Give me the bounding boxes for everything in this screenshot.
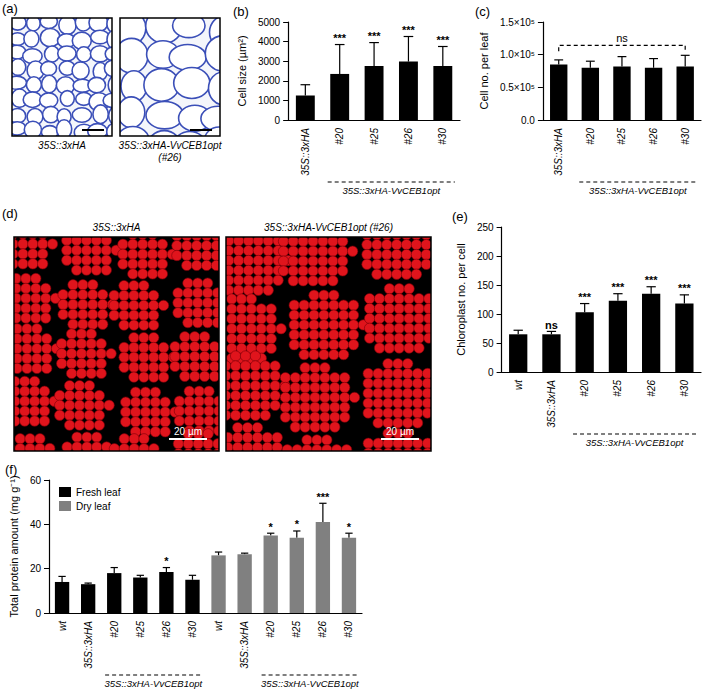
svg-text:1000: 1000 xyxy=(258,95,281,106)
svg-text:35S::3xHA: 35S::3xHA xyxy=(553,128,564,176)
svg-text:***: *** xyxy=(402,24,416,36)
html-text:35S::3xHA-VvCEB1opt (#26): 35S::3xHA-VvCEB1opt (#26) xyxy=(264,222,393,233)
svg-text:ns: ns xyxy=(545,319,558,331)
svg-text:0: 0 xyxy=(35,608,41,619)
svg-text:***: *** xyxy=(368,30,382,42)
svg-text:#25: #25 xyxy=(612,380,623,397)
svg-text:#25: #25 xyxy=(135,621,146,638)
svg-text:0: 0 xyxy=(275,115,281,126)
svg-text:*: * xyxy=(269,521,274,533)
svg-text:35S::3xHA-VvCEB1opt: 35S::3xHA-VvCEB1opt xyxy=(105,678,203,689)
svg-text:200: 200 xyxy=(477,251,494,262)
svg-text:*: * xyxy=(347,521,352,533)
svg-text:***: *** xyxy=(436,34,450,46)
svg-text:#20: #20 xyxy=(585,128,596,145)
svg-text:***: *** xyxy=(578,291,592,303)
svg-text:(d): (d) xyxy=(2,206,18,221)
svg-text:#26: #26 xyxy=(403,128,414,145)
svg-text:0: 0 xyxy=(488,367,494,378)
svg-text:#25: #25 xyxy=(616,128,627,145)
svg-text:#30: #30 xyxy=(187,621,198,638)
svg-text:#25: #25 xyxy=(369,128,380,145)
svg-text:0.5×10⁵: 0.5×10⁵ xyxy=(500,82,535,93)
html-text:35S::3xHA: 35S::3xHA xyxy=(92,222,141,233)
svg-text:100: 100 xyxy=(477,309,494,320)
svg-text:***: *** xyxy=(645,274,659,286)
svg-text:35S::3xHA-VvCEB1opt: 35S::3xHA-VvCEB1opt xyxy=(586,437,684,448)
svg-text:Total protein amount (mg g⁻¹): Total protein amount (mg g⁻¹) xyxy=(8,475,20,617)
svg-text:#30: #30 xyxy=(680,128,691,145)
svg-text:40: 40 xyxy=(30,519,42,530)
svg-text:*: * xyxy=(295,518,300,530)
svg-text:60: 60 xyxy=(30,475,42,486)
svg-text:0.0: 0.0 xyxy=(521,115,535,126)
svg-text:2000: 2000 xyxy=(258,75,281,86)
svg-text:#25: #25 xyxy=(291,621,302,638)
svg-text:1.0×10⁵: 1.0×10⁵ xyxy=(500,49,535,60)
svg-text:35S::3xHA: 35S::3xHA xyxy=(83,621,94,669)
svg-text:250: 250 xyxy=(477,222,494,233)
svg-text:Cell no. per leaf: Cell no. per leaf xyxy=(478,32,490,110)
svg-text:***: *** xyxy=(611,281,625,293)
svg-text:35S::3xHA-VvCEB1opt: 35S::3xHA-VvCEB1opt xyxy=(261,678,359,689)
svg-text:#20: #20 xyxy=(334,128,345,145)
svg-text:20 µm: 20 µm xyxy=(174,426,202,437)
svg-text:#30: #30 xyxy=(437,128,448,145)
svg-text:(e): (e) xyxy=(452,209,468,224)
svg-text:#30: #30 xyxy=(679,380,690,397)
svg-text:35S::3xHA: 35S::3xHA xyxy=(239,621,250,669)
svg-text:1.5×10⁵: 1.5×10⁵ xyxy=(500,17,535,28)
svg-text:ns: ns xyxy=(616,32,628,44)
svg-text:#30: #30 xyxy=(343,621,354,638)
svg-text:5000: 5000 xyxy=(258,17,281,28)
svg-text:Fresh leaf: Fresh leaf xyxy=(76,487,121,498)
svg-text:wt: wt xyxy=(57,620,68,631)
svg-text:4000: 4000 xyxy=(258,36,281,47)
svg-text:wt: wt xyxy=(213,620,224,631)
svg-text:50: 50 xyxy=(482,338,494,349)
svg-text:150: 150 xyxy=(477,280,494,291)
svg-text:*: * xyxy=(164,555,169,567)
svg-text:#26: #26 xyxy=(317,621,328,638)
svg-text:#26: #26 xyxy=(161,621,172,638)
svg-text:20: 20 xyxy=(30,563,42,574)
svg-text:35S::3xHA-VvCEB1opt: 35S::3xHA-VvCEB1opt xyxy=(589,185,687,196)
html-text:35S::3xHA-VvCEB1opt (#26): 35S::3xHA-VvCEB1opt (#26) xyxy=(118,140,222,163)
svg-text:wt: wt xyxy=(513,379,524,390)
svg-text:(a): (a) xyxy=(2,1,18,16)
svg-text:#20: #20 xyxy=(109,621,120,638)
svg-text:***: *** xyxy=(678,282,692,294)
html-text:35S::3xHA: 35S::3xHA xyxy=(38,140,86,151)
svg-text:35S::3xHA: 35S::3xHA xyxy=(300,128,311,176)
svg-text:#26: #26 xyxy=(646,380,657,397)
svg-text:3000: 3000 xyxy=(258,56,281,67)
svg-text:***: *** xyxy=(333,32,347,44)
svg-text:(b): (b) xyxy=(233,4,249,19)
svg-text:***: *** xyxy=(316,491,330,503)
svg-text:#26: #26 xyxy=(648,128,659,145)
svg-text:35S::3xHA-VvCEB1opt: 35S::3xHA-VvCEB1opt xyxy=(342,185,440,196)
svg-text:(f): (f) xyxy=(5,462,17,477)
svg-text:Cell size (µm²): Cell size (µm²) xyxy=(236,35,248,106)
svg-text:(c): (c) xyxy=(475,4,490,19)
svg-text:#20: #20 xyxy=(579,380,590,397)
svg-text:20 µm: 20 µm xyxy=(386,426,414,437)
svg-text:Chloroplast no. per cell: Chloroplast no. per cell xyxy=(455,243,467,356)
svg-text:35S::3xHA: 35S::3xHA xyxy=(546,380,557,428)
svg-text:#20: #20 xyxy=(265,621,276,638)
svg-text:Dry leaf: Dry leaf xyxy=(76,501,111,512)
